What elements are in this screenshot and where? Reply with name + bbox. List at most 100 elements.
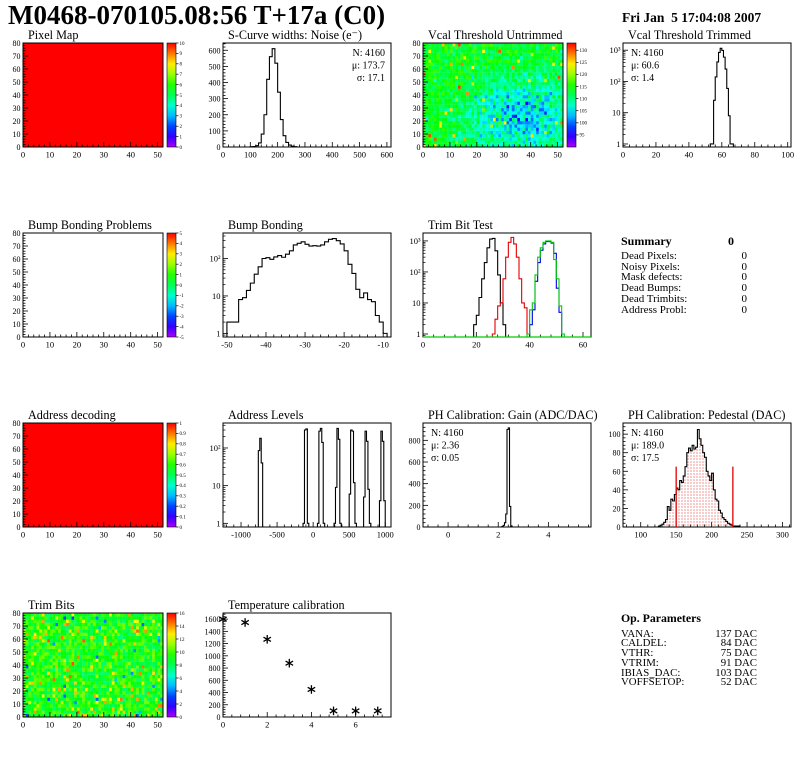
svg-text:-2: -2 xyxy=(180,305,185,310)
svg-text:1: 1 xyxy=(216,328,220,338)
svg-text:50: 50 xyxy=(13,458,21,467)
svg-text:80: 80 xyxy=(13,609,21,618)
svg-text:9: 9 xyxy=(180,52,183,57)
svg-text:σ: 1.4: σ: 1.4 xyxy=(631,73,654,84)
svg-text:16: 16 xyxy=(180,612,186,617)
svg-text:60: 60 xyxy=(718,150,727,160)
summary-block: Summary 0 Dead Pixels: 0 Noisy Pixels: 0 M… xyxy=(621,234,747,316)
svg-text:100: 100 xyxy=(244,150,257,160)
svg-text:0: 0 xyxy=(180,284,183,289)
panel-trim-bit-test: Trim Bit Test 0 20 40 60 1 10 10² 10³ xyxy=(409,220,592,350)
op-parameter-row: VTHR: 75 DAC xyxy=(621,647,757,660)
op-parameters-block: Op. Parameters VANA: 137 DAC CALDEL: 84 DA… xyxy=(621,611,757,688)
panel-scurve-noise: S-Curve widths: Noise (e⁻) 0 100 200 300 400 5… xyxy=(209,30,394,160)
svg-text:8: 8 xyxy=(180,664,183,669)
svg-text:0: 0 xyxy=(217,713,221,722)
svg-text:σ: 17.5: σ: 17.5 xyxy=(631,453,659,464)
svg-text:0: 0 xyxy=(180,146,183,151)
svg-text:0.3: 0.3 xyxy=(180,495,187,500)
svg-text:0.8: 0.8 xyxy=(180,443,187,448)
svg-text:30: 30 xyxy=(413,104,421,113)
svg-text:200: 200 xyxy=(209,701,221,710)
panel-title: PH Calibration: Pedestal (DAC) xyxy=(628,410,785,422)
summary-header: Summary 0 xyxy=(621,234,747,248)
svg-text:σ: 0.05: σ: 0.05 xyxy=(431,453,459,464)
svg-text:70: 70 xyxy=(13,52,21,61)
svg-text:12: 12 xyxy=(180,638,186,643)
svg-text:40: 40 xyxy=(526,150,535,160)
panel-pixel-map: Pixel Map 0 10 20 30 40 50 0 10 20 30 40 50 60 70 80 0 1 2… xyxy=(13,30,186,160)
svg-text:10: 10 xyxy=(46,340,55,350)
svg-text:100: 100 xyxy=(634,530,647,540)
svg-text:-4: -4 xyxy=(180,325,185,330)
summary-row: Dead Trimbits: 0 xyxy=(621,292,747,305)
panel-ph-gain: PH Calibration: Gain (ADC/DAC) 0 2 4 0 200 400… xyxy=(409,410,598,540)
svg-text:6: 6 xyxy=(354,720,358,730)
svg-text:50: 50 xyxy=(153,340,162,350)
svg-text:50: 50 xyxy=(13,78,21,87)
svg-text:1: 1 xyxy=(180,135,183,140)
svg-text:0: 0 xyxy=(417,523,421,532)
svg-text:14: 14 xyxy=(180,625,186,630)
panel-trim-bits: Trim Bits 0 10 20 30 40 50 0 10 20 30 40 50 60 70 80 0 2 4… xyxy=(13,600,186,730)
svg-text:80: 80 xyxy=(13,229,21,238)
svg-text:20: 20 xyxy=(73,530,82,540)
svg-text:N: 4160: N: 4160 xyxy=(631,48,664,59)
svg-text:40: 40 xyxy=(13,91,21,100)
panel-title: Vcal Threshold Untrimmed xyxy=(428,30,563,42)
svg-text:N: 4160: N: 4160 xyxy=(631,428,664,439)
svg-text:-5: -5 xyxy=(180,336,185,341)
svg-text:μ: 173.7: μ: 173.7 xyxy=(352,61,385,72)
svg-text:500: 500 xyxy=(343,530,356,540)
svg-text:40: 40 xyxy=(13,281,21,290)
svg-text:4: 4 xyxy=(180,690,183,695)
svg-text:200: 200 xyxy=(271,150,284,160)
svg-text:10: 10 xyxy=(13,700,21,709)
svg-text:60: 60 xyxy=(13,635,21,644)
svg-text:1: 1 xyxy=(616,139,620,149)
svg-text:300: 300 xyxy=(209,95,221,104)
summary-row: Noisy Pixels: 0 xyxy=(621,260,747,273)
svg-text:30: 30 xyxy=(13,674,21,683)
svg-text:30: 30 xyxy=(13,294,21,303)
svg-text:300: 300 xyxy=(299,150,312,160)
svg-text:0: 0 xyxy=(17,333,21,342)
svg-text:0.9: 0.9 xyxy=(180,432,187,437)
op-parameters-title: Op. Parameters xyxy=(621,611,701,625)
svg-text:10: 10 xyxy=(612,108,621,118)
svg-text:-30: -30 xyxy=(299,340,310,350)
svg-text:800: 800 xyxy=(209,664,221,673)
svg-text:100: 100 xyxy=(580,122,588,127)
svg-text:μ: 2.36: μ: 2.36 xyxy=(431,441,459,452)
svg-text:10: 10 xyxy=(446,150,455,160)
svg-text:0: 0 xyxy=(217,143,221,152)
summary-row: Mask defects: 0 xyxy=(621,271,747,284)
svg-text:80: 80 xyxy=(13,39,21,48)
svg-text:70: 70 xyxy=(413,52,421,61)
svg-text:10: 10 xyxy=(46,150,55,160)
svg-text:10: 10 xyxy=(413,130,421,139)
svg-text:130: 130 xyxy=(580,49,588,54)
svg-text:10: 10 xyxy=(212,481,221,491)
panel-address-levels: Address Levels -1000 -500 0 500 1000 1 10 10² xyxy=(209,410,393,540)
svg-text:10²: 10² xyxy=(609,76,621,86)
svg-text:0.2: 0.2 xyxy=(180,505,187,510)
svg-text:6: 6 xyxy=(180,677,183,682)
svg-text:70: 70 xyxy=(13,432,21,441)
svg-text:0: 0 xyxy=(180,526,183,531)
svg-text:250: 250 xyxy=(741,530,754,540)
panel-title: S-Curve widths: Noise (e⁻) xyxy=(228,30,362,42)
svg-text:10: 10 xyxy=(46,720,55,730)
svg-text:0: 0 xyxy=(421,340,425,350)
svg-text:0: 0 xyxy=(621,150,625,160)
svg-text:0.1: 0.1 xyxy=(180,515,187,520)
svg-text:400: 400 xyxy=(209,689,221,698)
panel-vcal-trimmed: Vcal Threshold Trimmed 0 20 40 60 80 100 1 10 10²… xyxy=(609,30,794,160)
svg-text:-3: -3 xyxy=(180,315,185,320)
summary-title: Summary xyxy=(621,234,672,248)
panel-title: Pixel Map xyxy=(28,30,78,42)
svg-text:0: 0 xyxy=(21,150,25,160)
svg-text:10: 10 xyxy=(46,530,55,540)
svg-text:115: 115 xyxy=(580,85,588,90)
